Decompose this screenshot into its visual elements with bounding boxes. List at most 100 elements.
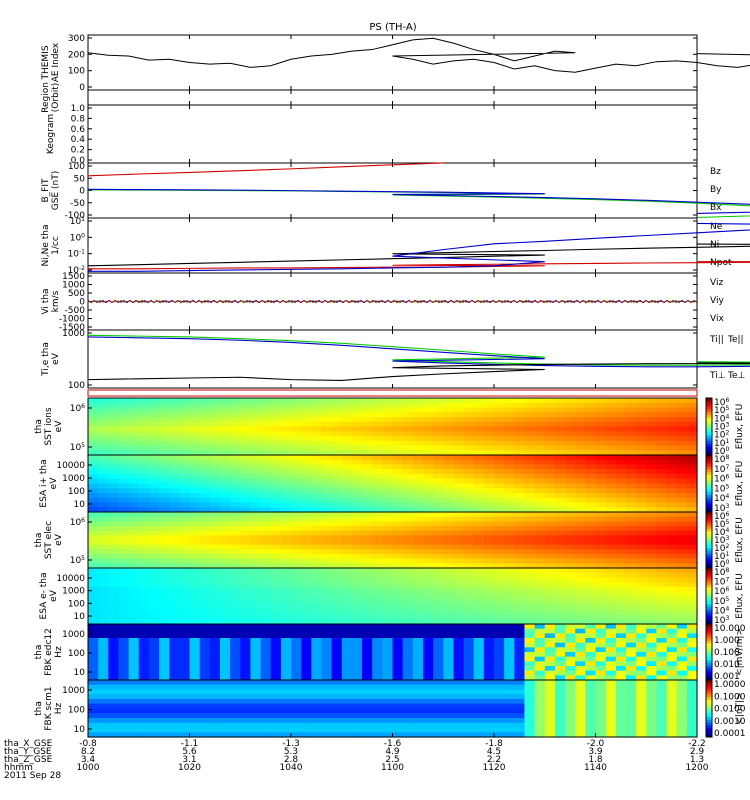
colorbar-cell xyxy=(706,582,712,586)
spectrogram-cell xyxy=(138,507,150,513)
spectrogram-cell xyxy=(108,624,120,630)
spectrogram-cell xyxy=(666,577,678,583)
spectrogram-cell xyxy=(463,605,475,611)
spectrogram-cell xyxy=(280,680,292,686)
spectrogram-cell xyxy=(382,568,394,574)
spectrogram-cell xyxy=(646,628,657,634)
spectrogram-cell xyxy=(483,572,495,578)
spectrogram-cell xyxy=(159,483,170,489)
spectrogram-cell xyxy=(88,694,99,700)
spectrogram-cell xyxy=(260,502,272,508)
spectrogram-cell xyxy=(483,652,495,658)
y-label-line: km/s xyxy=(51,290,61,312)
spectrogram-cell xyxy=(625,455,637,461)
spectrogram-cell xyxy=(473,535,485,541)
spectrogram-cell xyxy=(148,727,160,733)
spectrogram-cell xyxy=(554,596,566,602)
spectrogram-cell xyxy=(169,727,180,733)
spectrogram-cell xyxy=(250,497,262,504)
spectrogram-cell xyxy=(504,445,515,451)
spectrogram-cell xyxy=(565,582,576,588)
colorbar-cell xyxy=(706,666,712,670)
spectrogram-cell xyxy=(260,577,272,583)
spectrogram-cell xyxy=(88,563,99,569)
colorbar-cell xyxy=(706,415,712,419)
spectrogram-cell xyxy=(128,549,140,555)
spectrogram-cell xyxy=(636,431,647,437)
spectrogram-cell xyxy=(463,642,475,648)
spectrogram-cell xyxy=(534,493,546,499)
spectrogram-cell xyxy=(382,407,394,413)
spectrogram-cell xyxy=(443,483,454,489)
spectrogram-cell xyxy=(433,502,444,508)
spectrogram-cell xyxy=(585,497,597,504)
spectrogram-cell xyxy=(656,680,668,686)
spectrogram-cell xyxy=(199,628,211,634)
spectrogram-cell xyxy=(656,445,668,451)
spectrogram-cell xyxy=(118,455,130,461)
spectrogram-cell xyxy=(240,610,251,616)
spectrogram-cell xyxy=(686,680,698,686)
spectrogram-cell xyxy=(443,572,454,578)
spectrogram-cell xyxy=(402,426,414,432)
spectrogram-cell xyxy=(453,600,465,606)
spectrogram-cell xyxy=(199,445,211,451)
colorbar-tick-label: 101 xyxy=(714,438,729,449)
spectrogram-cell xyxy=(422,497,434,504)
spectrogram-cell xyxy=(118,402,130,409)
spectrogram-cell xyxy=(676,563,688,569)
spectrogram-cell xyxy=(260,666,272,672)
spectrogram-cell xyxy=(605,469,617,475)
spectrogram-cell xyxy=(544,474,556,480)
spectrogram-cell xyxy=(392,530,404,536)
spectrogram-cell xyxy=(382,521,394,527)
spectrogram-cell xyxy=(615,488,627,494)
spectrogram-cell xyxy=(108,600,120,606)
y-tick-label: 500 xyxy=(68,289,85,299)
spectrogram-cell xyxy=(382,493,394,499)
spectrogram-cell xyxy=(331,402,343,409)
spectrogram-cell xyxy=(331,502,343,508)
spectrogram-cell xyxy=(209,445,221,451)
spectrogram-cell xyxy=(504,586,515,592)
spectrogram-cell xyxy=(666,445,678,451)
spectrogram-cell xyxy=(412,684,424,691)
spectrogram-cell xyxy=(382,483,394,489)
spectrogram-cell xyxy=(88,633,99,639)
spectrogram-cell xyxy=(595,558,607,564)
spectrogram-cell xyxy=(138,436,150,442)
spectrogram-cell xyxy=(412,727,424,733)
spectrogram-cell xyxy=(412,666,424,672)
spectrogram-cell xyxy=(311,689,323,695)
spectrogram-cell xyxy=(209,436,221,442)
spectrogram-cell xyxy=(483,497,495,504)
spectrogram-cell xyxy=(585,610,597,616)
spectrogram-cell xyxy=(331,563,343,569)
spectrogram-cell xyxy=(483,732,495,738)
spectrogram-cell xyxy=(605,507,617,513)
spectrogram-cell xyxy=(98,577,109,583)
y-tick-label: 100 xyxy=(68,487,85,497)
spectrogram-cell xyxy=(494,666,505,672)
spectrogram-cell xyxy=(189,455,201,461)
spectrogram-cell xyxy=(686,478,698,485)
spectrogram-cell xyxy=(341,450,353,456)
spectrogram-cell xyxy=(331,670,343,676)
spectrogram-cell xyxy=(473,647,485,653)
colorbar-tick-label: 0.0100 xyxy=(714,705,746,715)
spectrogram-cell xyxy=(362,469,373,475)
spectrogram-cell xyxy=(453,544,465,550)
spectrogram-cell xyxy=(169,666,180,672)
spectrogram-cell xyxy=(230,483,241,489)
spectrogram-cell xyxy=(240,699,251,705)
spectrogram-cell xyxy=(128,652,140,658)
spectrogram-cell xyxy=(209,684,221,691)
spectrogram-cell xyxy=(453,708,465,714)
spectrogram-cell xyxy=(676,732,688,738)
spectrogram-cell xyxy=(463,633,475,639)
spectrogram-cell xyxy=(483,568,495,574)
spectrogram-cell xyxy=(351,530,363,536)
spectrogram-cell xyxy=(422,445,434,451)
spectrogram-cell xyxy=(260,582,272,588)
spectrogram-cell xyxy=(148,586,160,592)
